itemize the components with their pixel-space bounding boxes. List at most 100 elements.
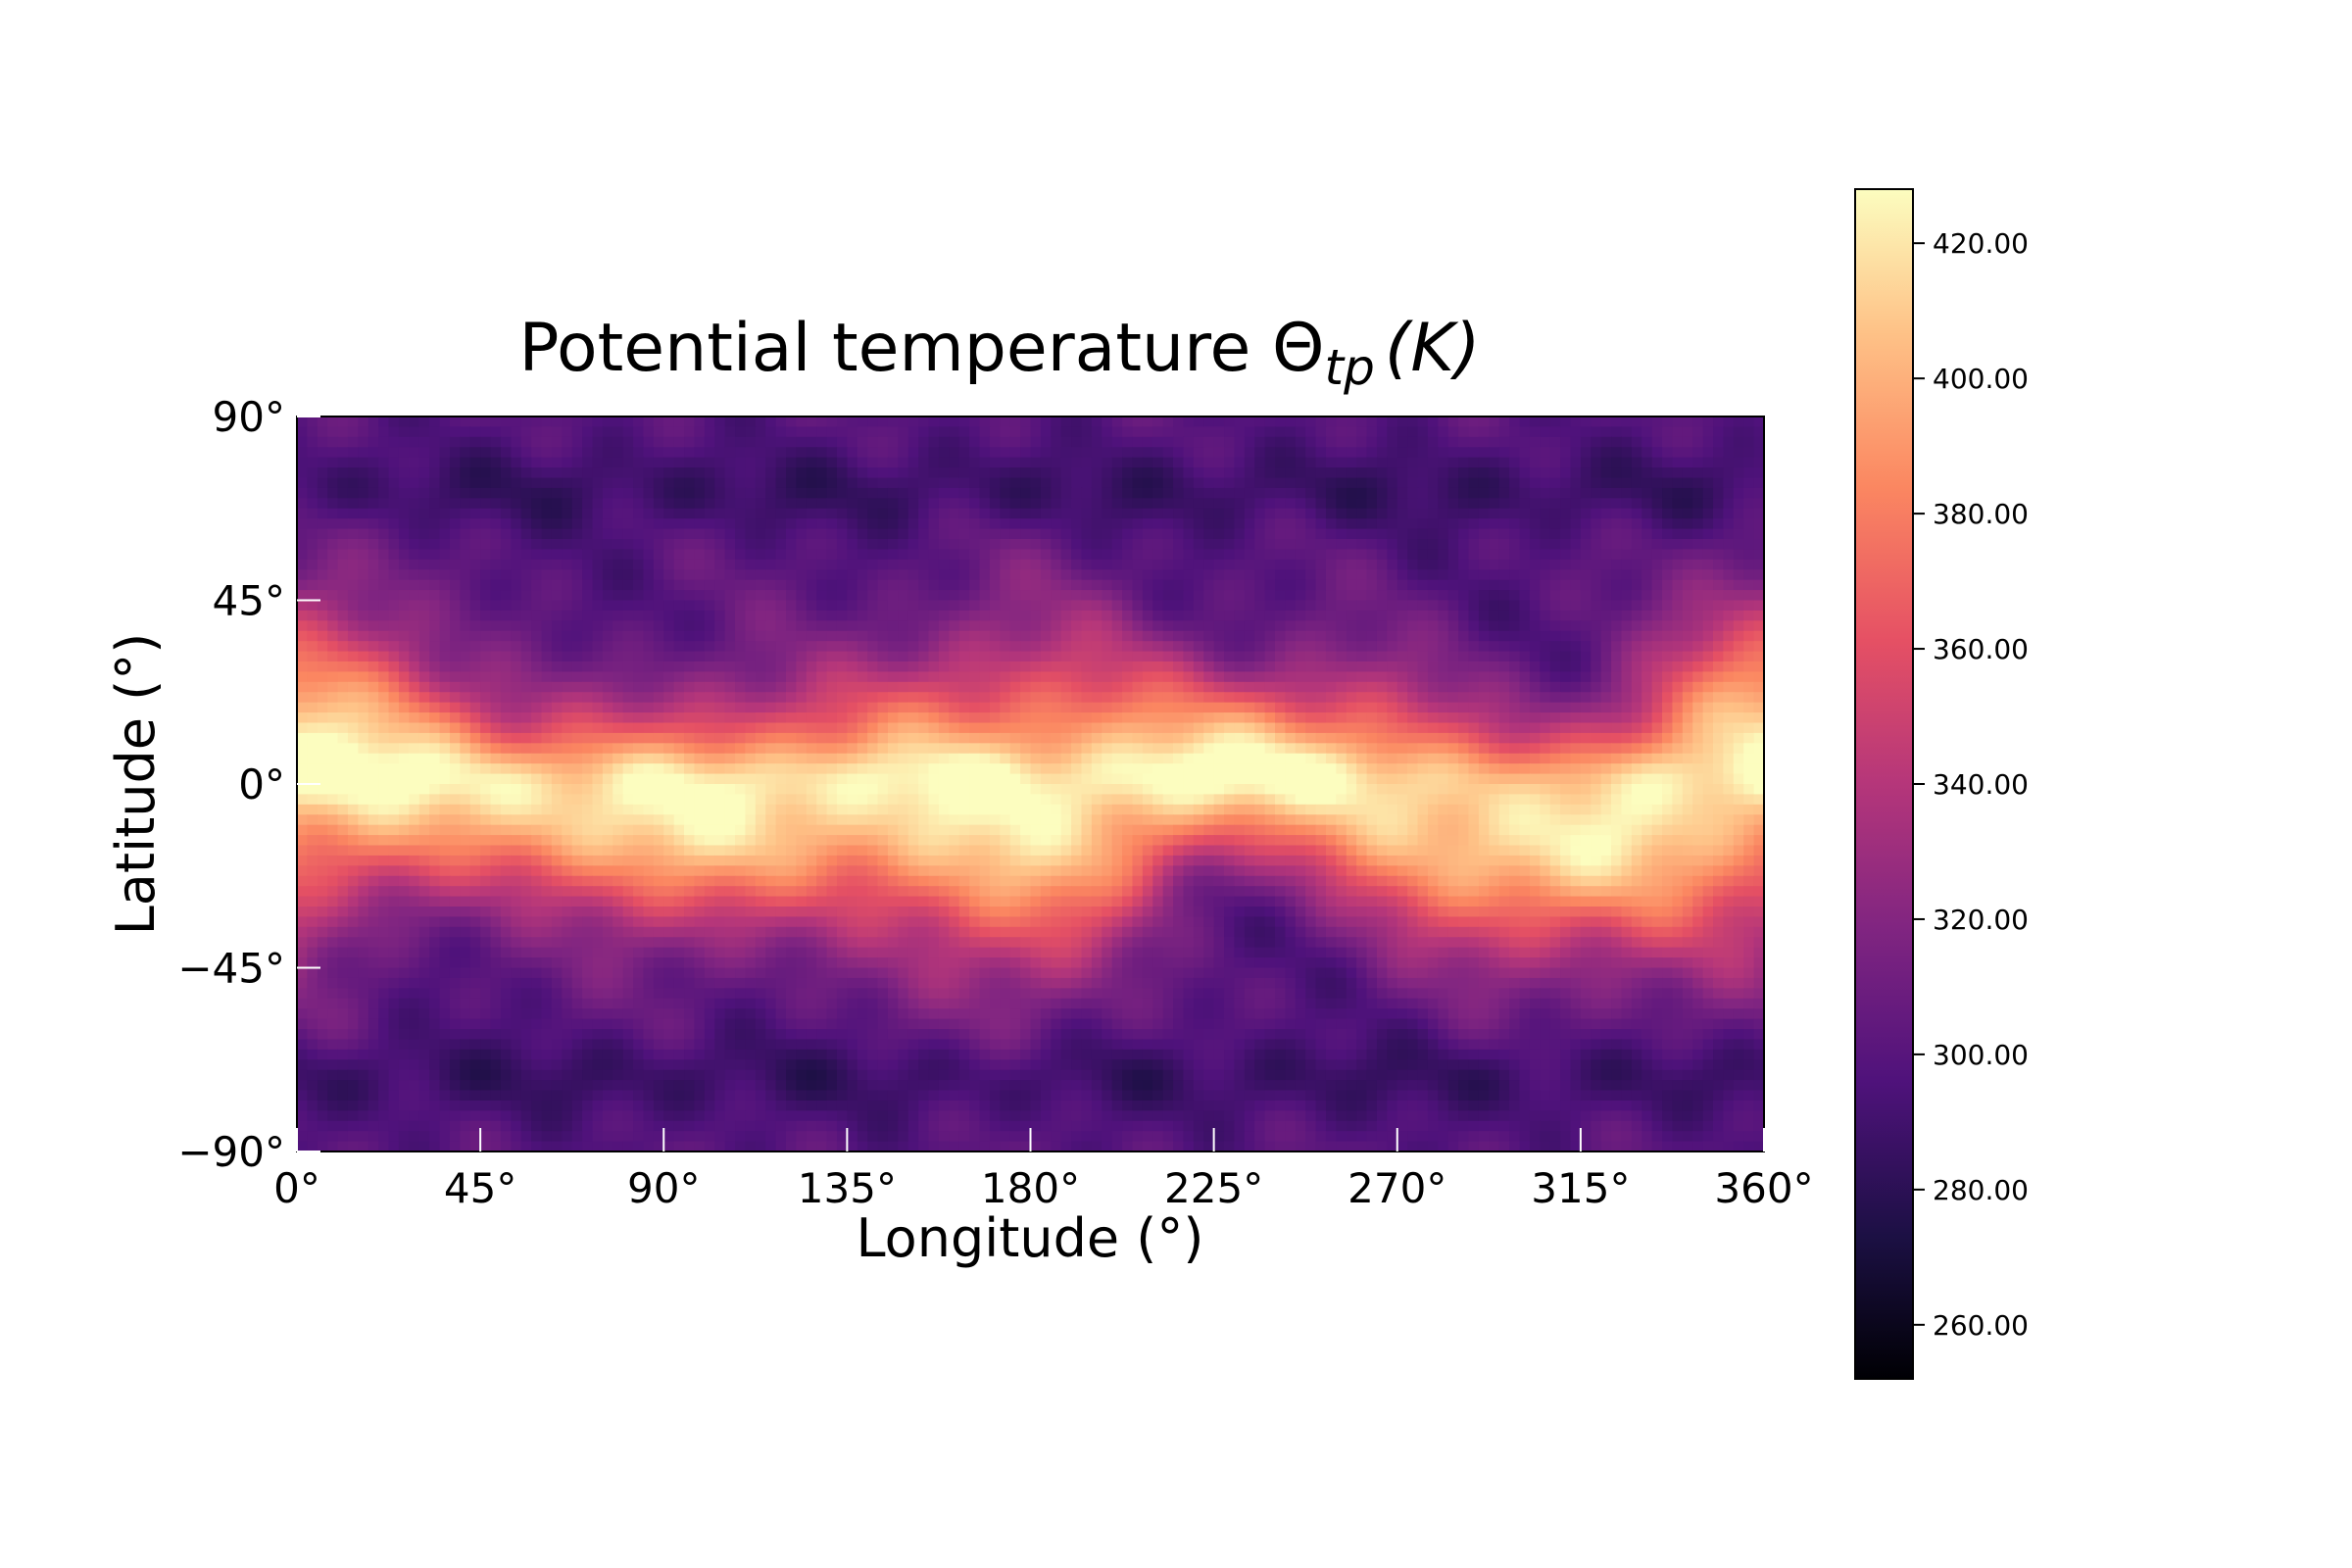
heatmap-cell — [409, 600, 420, 612]
heatmap-cell — [469, 467, 481, 479]
heatmap-cell — [1458, 508, 1470, 519]
heatmap-cell — [1305, 508, 1317, 519]
heatmap-cell — [663, 498, 675, 510]
heatmap-cell — [633, 416, 645, 428]
heatmap-cell — [1132, 712, 1144, 724]
heatmap-cell — [398, 457, 410, 468]
heatmap-cell — [1295, 610, 1306, 621]
heatmap-cell — [1600, 467, 1612, 479]
heatmap-cell — [1692, 549, 1704, 561]
heatmap-cell — [1091, 722, 1102, 734]
heatmap-cell — [1244, 610, 1255, 621]
heatmap-cell — [816, 702, 828, 713]
heatmap-cell — [806, 763, 817, 775]
heatmap-cell — [541, 722, 553, 734]
heatmap-cell — [378, 651, 390, 662]
heatmap-cell — [1315, 662, 1327, 673]
heatmap-cell — [633, 426, 645, 438]
heatmap-cell — [1305, 753, 1317, 764]
heatmap-cell — [1672, 681, 1684, 693]
heatmap-cell — [1040, 436, 1052, 448]
heatmap-cell — [1091, 600, 1102, 612]
heatmap-cell — [694, 528, 706, 540]
heatmap-cell — [1356, 662, 1368, 673]
heatmap-cell — [898, 732, 909, 744]
heatmap-cell — [1162, 528, 1174, 540]
heatmap-cell — [1733, 753, 1744, 764]
heatmap-cell — [653, 732, 664, 744]
heatmap-cell — [1081, 620, 1093, 632]
heatmap-cell — [735, 722, 747, 734]
heatmap-cell — [949, 467, 960, 479]
heatmap-cell — [1682, 416, 1693, 428]
heatmap-cell — [1081, 487, 1093, 499]
heatmap-cell — [1275, 569, 1286, 581]
heatmap-cell — [1315, 426, 1327, 438]
heatmap-cell — [857, 528, 868, 540]
heatmap-cell — [469, 528, 481, 540]
heatmap-cell — [673, 743, 685, 755]
heatmap-cell — [1713, 600, 1725, 612]
heatmap-cell — [1346, 436, 1357, 448]
heatmap-cell — [765, 487, 777, 499]
heatmap-cell — [1275, 528, 1286, 540]
heatmap-cell — [1427, 508, 1439, 519]
heatmap-cell — [1285, 662, 1297, 673]
heatmap-cell — [633, 518, 645, 530]
heatmap-cell — [1682, 518, 1693, 530]
heatmap-cell — [418, 498, 430, 510]
heatmap-cell — [673, 457, 685, 468]
heatmap-cell — [460, 498, 471, 510]
heatmap-cell — [1325, 620, 1337, 632]
heatmap-cell — [786, 426, 797, 438]
heatmap-cell — [1173, 549, 1185, 561]
heatmap-cell — [520, 681, 532, 693]
heatmap-cell — [1662, 692, 1674, 704]
heatmap-cell — [1611, 610, 1623, 621]
heatmap-cell — [1417, 518, 1429, 530]
heatmap-cell — [1224, 477, 1236, 489]
heatmap-cell — [1600, 559, 1612, 570]
heatmap-cell — [1122, 528, 1134, 540]
heatmap-cell — [1427, 569, 1439, 581]
heatmap-cell — [673, 620, 685, 632]
heatmap-cell — [775, 662, 787, 673]
heatmap-cell — [1692, 539, 1704, 551]
heatmap-cell — [786, 498, 797, 510]
heatmap-cell — [1672, 610, 1684, 621]
heatmap-cell — [1203, 651, 1215, 662]
heatmap-cell — [907, 508, 919, 519]
heatmap-cell — [1713, 569, 1725, 581]
heatmap-cell — [765, 681, 777, 693]
heatmap-cell — [562, 590, 573, 602]
heatmap-cell — [378, 477, 390, 489]
heatmap-cell — [1102, 426, 1113, 438]
heatmap-cell — [307, 722, 318, 734]
heatmap-cell — [439, 641, 451, 653]
heatmap-cell — [755, 702, 766, 713]
heatmap-cell — [1193, 702, 1204, 713]
heatmap-cell — [1203, 549, 1215, 561]
heatmap-cell — [439, 702, 451, 713]
heatmap-cell — [1325, 600, 1337, 612]
heatmap-cell — [1600, 569, 1612, 581]
heatmap-cell — [418, 662, 430, 673]
heatmap-cell — [1254, 681, 1266, 693]
heatmap-cell — [1458, 518, 1470, 530]
heatmap-cell — [480, 651, 492, 662]
heatmap-cell — [979, 743, 991, 755]
heatmap-cell — [1580, 641, 1592, 653]
heatmap-cell — [836, 487, 848, 499]
heatmap-cell — [1621, 457, 1633, 468]
heatmap-cell — [1611, 467, 1623, 479]
heatmap-cell — [1111, 630, 1123, 642]
heatmap-cell — [724, 416, 736, 428]
heatmap-cell — [673, 579, 685, 591]
heatmap-cell — [1091, 712, 1102, 724]
heatmap-cell — [1489, 416, 1500, 428]
heatmap-cell — [1468, 610, 1480, 621]
heatmap-cell — [602, 518, 613, 530]
heatmap-cell — [1000, 590, 1011, 602]
heatmap-cell — [1560, 722, 1572, 734]
heatmap-cell — [796, 477, 808, 489]
